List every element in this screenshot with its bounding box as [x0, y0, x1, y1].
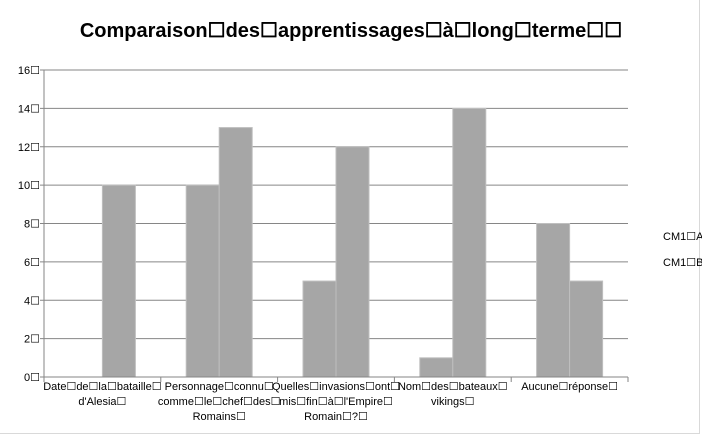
bar-1-4 [419, 357, 454, 378]
y-tick-label: 6☐ [24, 257, 40, 269]
x-category-label: d'Alesia☐ [78, 396, 126, 408]
bars [101, 107, 604, 378]
chart-title: Comparaison☐des☐apprentissages☐à☐long☐te… [79, 20, 623, 42]
y-axis-ticks: 0☐ 2☐ 4☐ 6☐ 8☐ 10☐ 12☐ 14☐ 16☐ [18, 65, 44, 384]
bar-1-2 [185, 184, 220, 378]
y-tick-label: 4☐ [24, 295, 40, 307]
bar-1-5 [536, 223, 571, 378]
y-tick-label: 14☐ [18, 103, 40, 115]
y-tick-label: 2☐ [24, 334, 40, 346]
bar-1-3 [302, 280, 337, 378]
y-tick-label: 8☐ [24, 219, 40, 231]
y-tick-label: 10☐ [18, 180, 40, 192]
x-category-label: Aucune☐réponse☐ [521, 381, 618, 393]
bar-2-3 [335, 146, 370, 378]
legend-item-series-1: CM1☐A☐ [663, 231, 702, 243]
x-axis [43, 70, 629, 382]
x-category-label: comme☐le☐chef☐des☐ [158, 396, 281, 408]
y-tick-label: 0☐ [24, 372, 40, 384]
x-axis-categories: Date☐de☐la☐bataille☐ d'Alesia☐ Personnage☐… [43, 381, 618, 423]
x-category-label: vikings☐ [431, 396, 474, 408]
x-category-label: Personnage☐connu☐ [165, 381, 274, 393]
x-category-label: Nom☐des☐bateaux☐ [398, 381, 508, 393]
bar-2-5 [569, 280, 604, 378]
bar-2-4 [452, 107, 487, 378]
x-category-label: Date☐de☐la☐bataille☐ [43, 381, 161, 393]
bar-2-2 [218, 127, 253, 378]
x-category-label: Romains☐ [193, 411, 246, 423]
y-tick-label: 12☐ [18, 142, 40, 154]
y-tick-label: 16☐ [18, 65, 40, 77]
x-category-label: Quelles☐invasions☐ont☐ [272, 381, 400, 393]
bar-2-1 [101, 184, 136, 378]
x-category-label: Romain☐?☐ [304, 411, 368, 423]
legend-item-series-2: CM1☐B☐ [663, 257, 702, 269]
x-category-label: mis☐fin☐à☐l'Empire☐ [279, 396, 393, 408]
